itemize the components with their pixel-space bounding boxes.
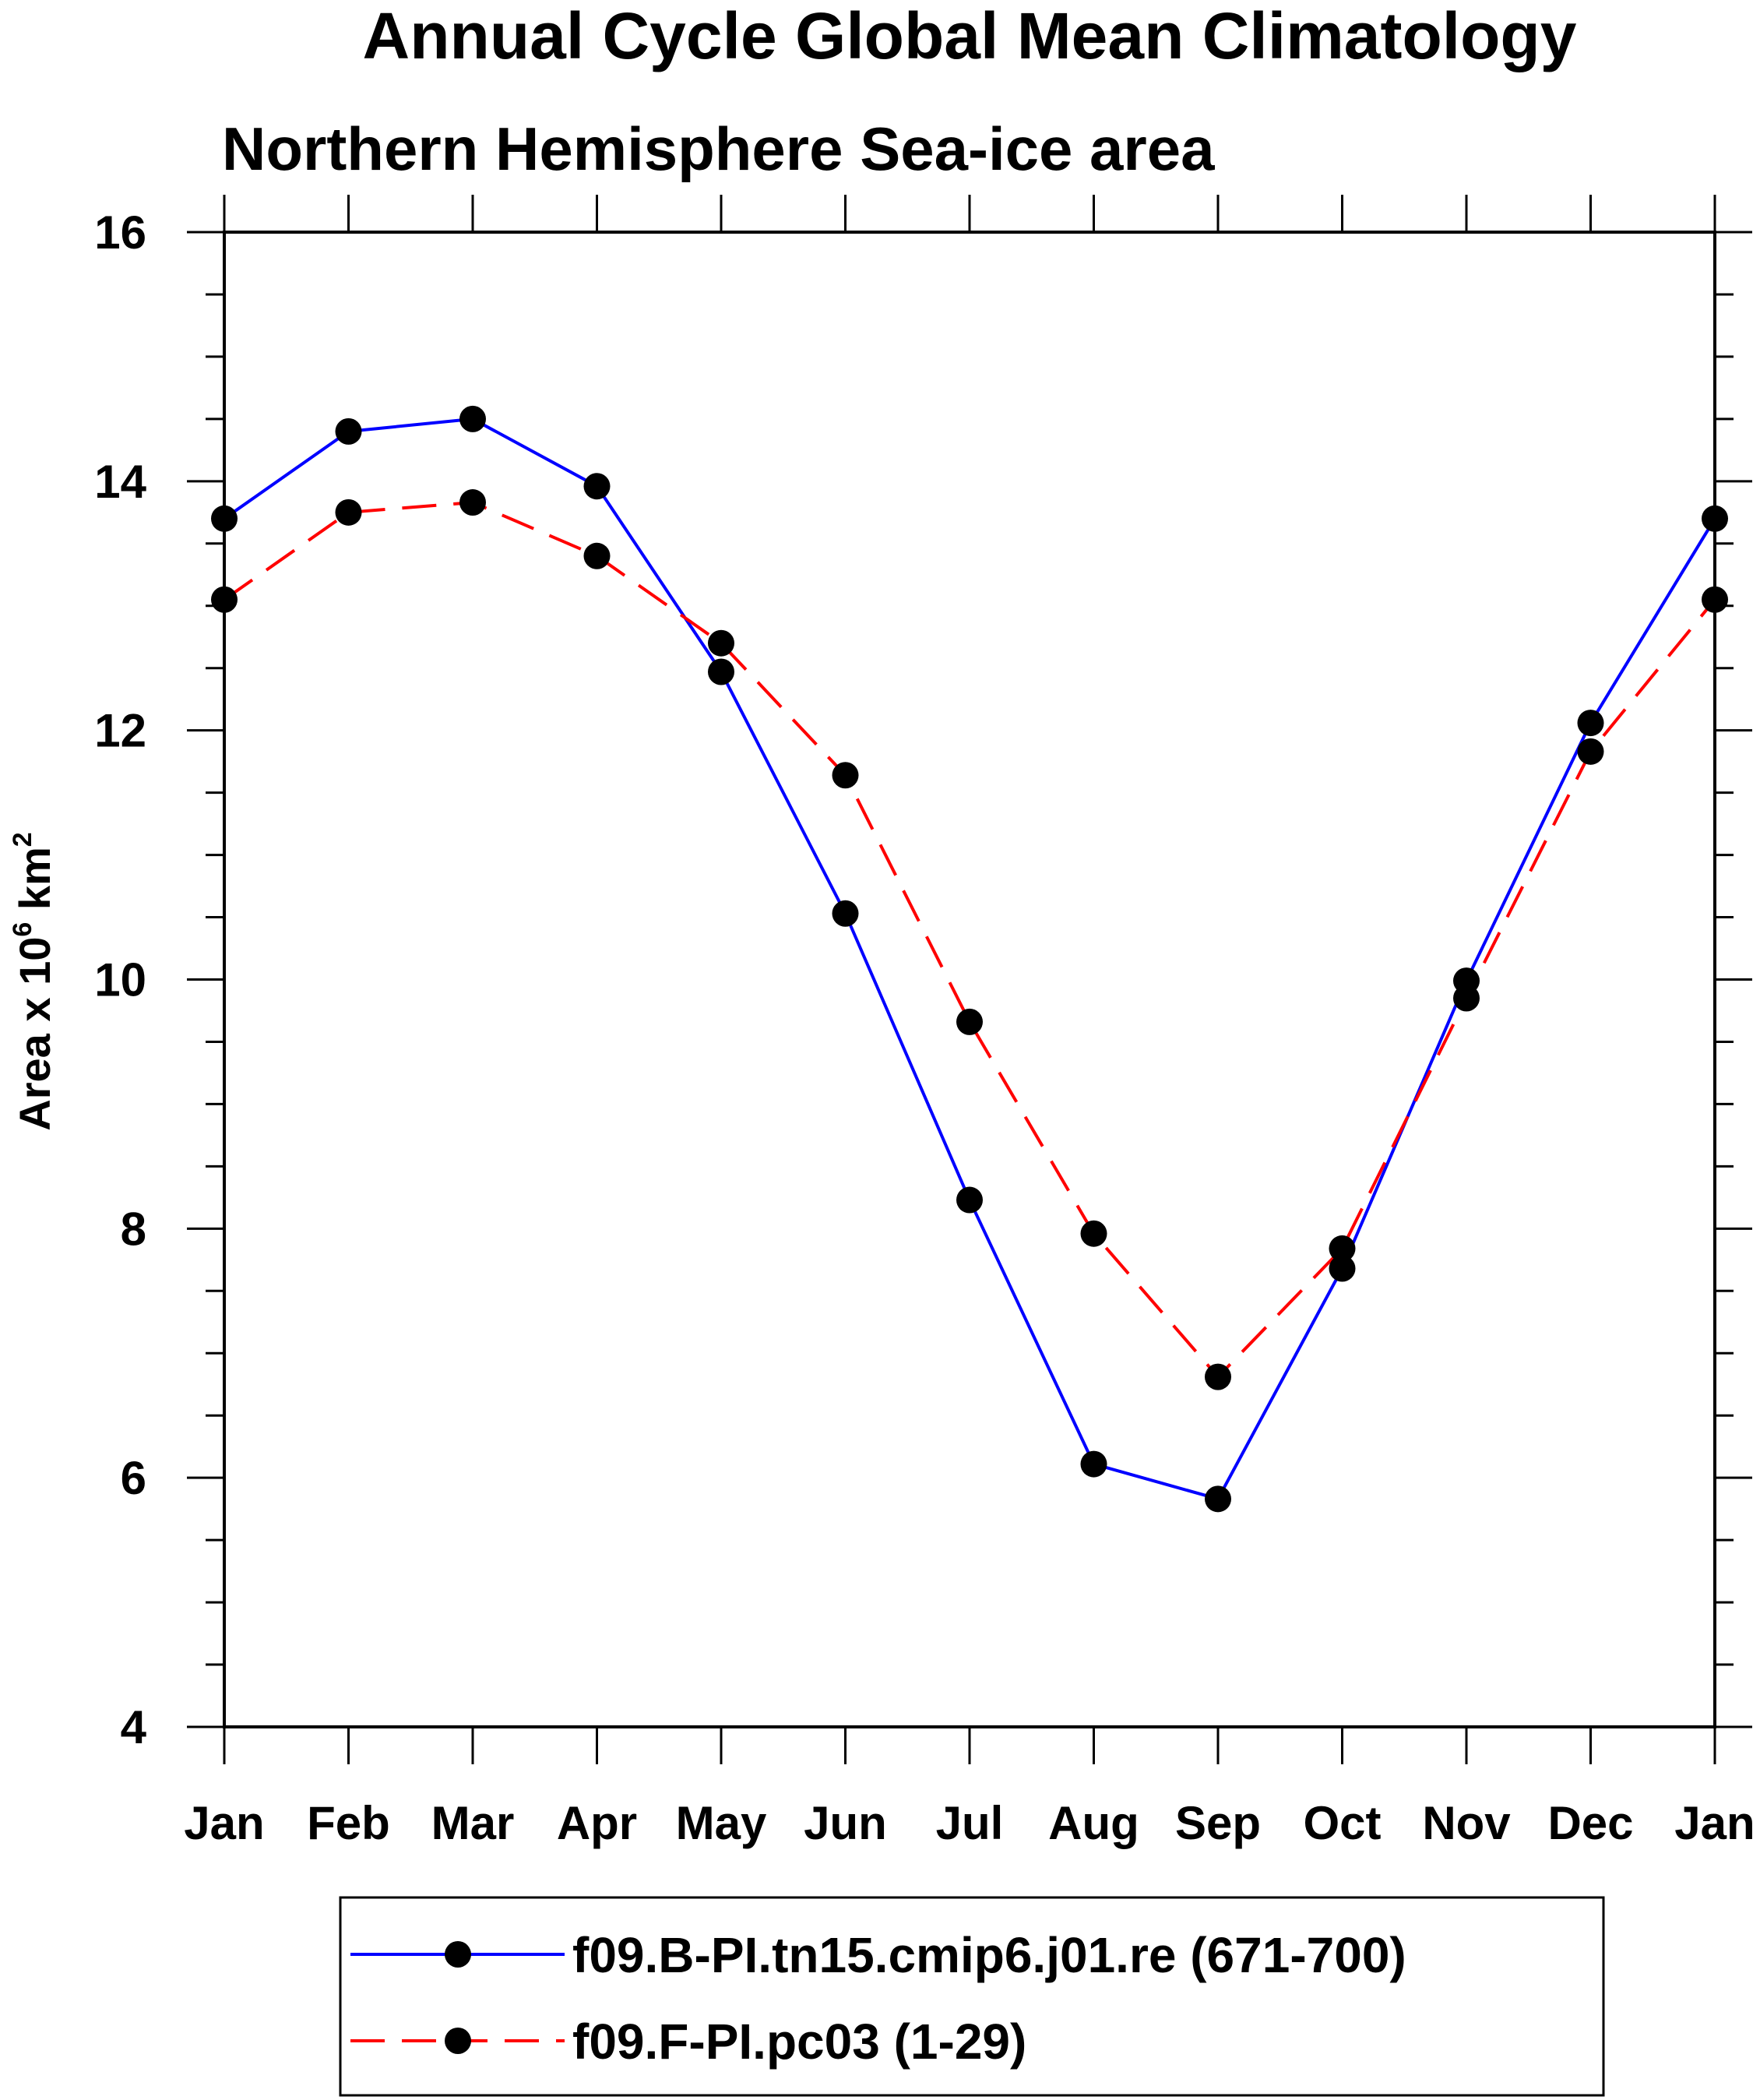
data-point-s0-4 (708, 658, 734, 685)
y-axis-label-text: Area x 10 (10, 937, 59, 1131)
data-point-s0-2 (459, 405, 486, 432)
series-line-0 (223, 417, 1716, 1501)
y-axis-label-sup1: 6 (8, 922, 37, 937)
legend-label-0: f09.B-PI.tn15.cmip6.j01.re (671-700) (572, 1927, 1406, 1983)
x-tick-label: Jun (804, 1797, 887, 1849)
y-tick-labels: 4 6 8 10 12 14 16 (94, 206, 146, 1753)
data-point-s1-10 (1453, 985, 1480, 1012)
data-point-s0-1 (335, 418, 362, 445)
y-axis-label-unit: km (10, 847, 59, 922)
series-line-1 (223, 501, 1716, 1379)
data-point-s1-1 (335, 499, 362, 526)
data-point-s1-8 (1205, 1363, 1231, 1390)
y-tick-label: 16 (94, 206, 146, 259)
data-point-s1-2 (459, 489, 486, 516)
x-tick-label: Oct (1303, 1797, 1381, 1849)
legend-marker-0 (445, 1941, 471, 1968)
series-layer (211, 405, 1728, 1513)
legend-label-1: f09.F-PI.pc03 (1-29) (572, 2014, 1026, 2070)
data-point-s0-7 (1080, 1450, 1107, 1478)
data-point-s1-7 (1080, 1220, 1107, 1247)
y-tick-label: 4 (121, 1701, 147, 1753)
data-point-s1-6 (956, 1008, 983, 1035)
data-point-s0-11 (1577, 710, 1604, 737)
x-tick-label: Jan (1674, 1797, 1755, 1849)
y-tick-label: 12 (94, 705, 146, 757)
data-point-s1-11 (1577, 738, 1604, 765)
x-tick-label: Apr (557, 1797, 637, 1849)
y-tick-label: 8 (121, 1203, 146, 1255)
data-point-s0-9 (1329, 1255, 1356, 1282)
x-tick-label: Feb (307, 1797, 390, 1849)
chart-title: Annual Cycle Global Mean Climatology (363, 0, 1577, 72)
x-tick-label: May (676, 1797, 767, 1849)
data-point-s1-4 (708, 629, 734, 657)
legend-box (339, 1896, 1605, 2097)
y-tick-label: 14 (94, 456, 146, 508)
data-point-s0-6 (956, 1186, 983, 1214)
y-tick-label: 6 (121, 1452, 146, 1504)
axis-ticks (187, 195, 1752, 1764)
data-point-s0-5 (832, 900, 859, 927)
x-tick-label: Dec (1547, 1797, 1633, 1849)
x-tick-label: Jan (184, 1797, 264, 1849)
data-point-s1-3 (583, 542, 611, 569)
data-point-s0-3 (583, 473, 611, 500)
x-tick-label: Sep (1175, 1797, 1261, 1849)
legend-entries: f09.B-PI.tn15.cmip6.j01.re (671-700) f09.… (350, 1927, 1406, 2070)
x-tick-label: Jul (936, 1797, 1004, 1849)
y-axis-label: Area x 106 km2 (8, 832, 59, 1130)
data-point-s1-5 (832, 762, 859, 789)
legend: f09.B-PI.tn15.cmip6.j01.re (671-700) f09.… (339, 1896, 1605, 2097)
legend-marker-1 (445, 2028, 471, 2054)
x-tick-labels: Jan Feb Mar Apr May Jun Jul Aug Sep Oct Nov Dec Jan (184, 1797, 1755, 1849)
chart-subtitle: Northern Hemisphere Sea-ice area (222, 115, 1215, 183)
x-tick-label: Mar (431, 1797, 515, 1849)
y-axis-label-sup2: 2 (8, 832, 37, 847)
data-point-s1-9 (1329, 1235, 1356, 1262)
data-point-s0-8 (1205, 1485, 1231, 1513)
x-tick-label: Aug (1048, 1797, 1139, 1849)
plot-frame (223, 231, 1716, 1728)
x-tick-label: Nov (1422, 1797, 1511, 1849)
y-tick-label: 10 (94, 954, 146, 1006)
